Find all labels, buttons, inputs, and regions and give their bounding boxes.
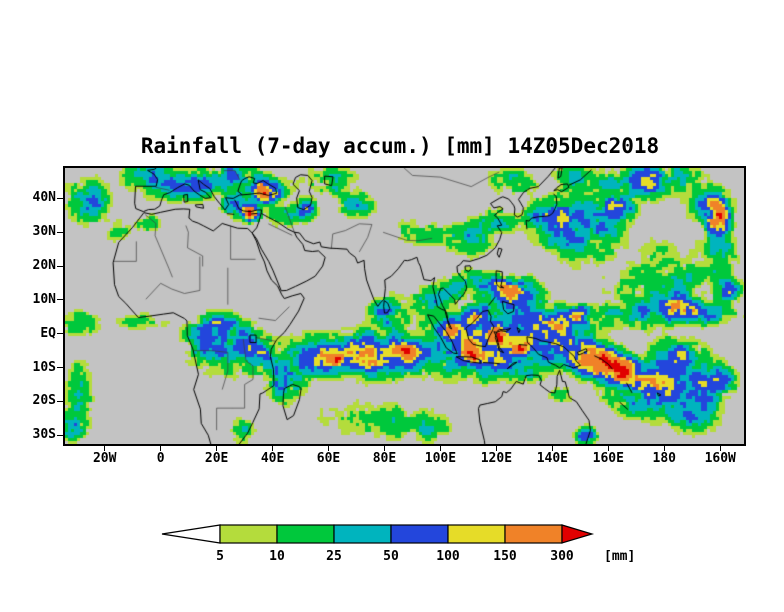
colorbar: 5 10 25 50 100 150 300 [mm] [160,523,760,575]
colorbar-segment [333,524,392,544]
colorbar-segment [276,524,335,544]
x-axis-tick [607,446,609,451]
x-tick-label: 40E [260,451,285,466]
x-axis-tick [383,446,385,451]
x-tick-label: 20E [204,451,229,466]
y-tick-label: 10N [32,291,56,307]
y-tick-label: 30N [32,224,56,240]
rainfall-map-canvas [65,168,744,444]
x-tick-label: 60E [316,451,341,466]
y-tick-label: 40N [32,190,56,206]
x-axis-tick [160,446,162,451]
y-axis-tick [57,367,63,369]
colorbar-segment [504,524,563,544]
colorbar-below-arrow [161,524,221,544]
x-axis-tick [272,446,274,451]
figure-title: Rainfall (7-day accum.) [mm] 14Z05Dec201… [140,134,660,158]
colorbar-label: 150 [493,549,517,564]
x-tick-label: 180 [652,451,676,466]
x-axis-tick [663,446,665,451]
x-axis-tick [719,446,721,451]
x-tick-label: 140E [536,451,568,466]
y-axis-tick [57,197,63,199]
colorbar-above-arrow [561,524,595,544]
x-axis-tick [551,446,553,451]
y-axis-tick [57,400,63,402]
x-axis-tick [216,446,218,451]
x-axis-tick [104,446,106,451]
colorbar-label: 10 [269,549,285,564]
colorbar-label: 50 [383,549,399,564]
colorbar-unit-label: [mm] [604,549,636,564]
y-tick-label: 20N [32,258,56,274]
colorbar-segment [447,524,506,544]
x-tick-label: 120E [480,451,513,466]
y-axis-tick [57,299,63,301]
colorbar-label: 25 [326,549,342,564]
y-tick-label: 30S [32,427,56,443]
x-tick-label: 20W [92,451,117,466]
y-axis-tick [57,333,63,335]
colorbar-scale [161,524,595,544]
x-axis-tick [495,446,497,451]
x-tick-label: 160E [592,451,624,466]
map-frame [63,166,746,446]
y-tick-label: 10S [32,359,56,375]
y-axis-tick [57,231,63,233]
x-tick-label: 80E [372,451,397,466]
y-tick-label: 20S [32,393,56,409]
colorbar-label: 300 [550,549,574,564]
x-tick-label: 0 [156,451,165,466]
colorbar-label: 100 [436,549,460,564]
y-axis-tick [57,265,63,267]
colorbar-segment [219,524,278,544]
y-axis-tick [57,434,63,436]
x-tick-label: 160W [704,451,736,466]
x-axis-tick [439,446,441,451]
colorbar-segment [390,524,449,544]
colorbar-label: 5 [216,549,224,564]
y-tick-label: EQ [40,325,56,341]
x-axis-tick [328,446,330,451]
x-tick-label: 100E [424,451,457,466]
